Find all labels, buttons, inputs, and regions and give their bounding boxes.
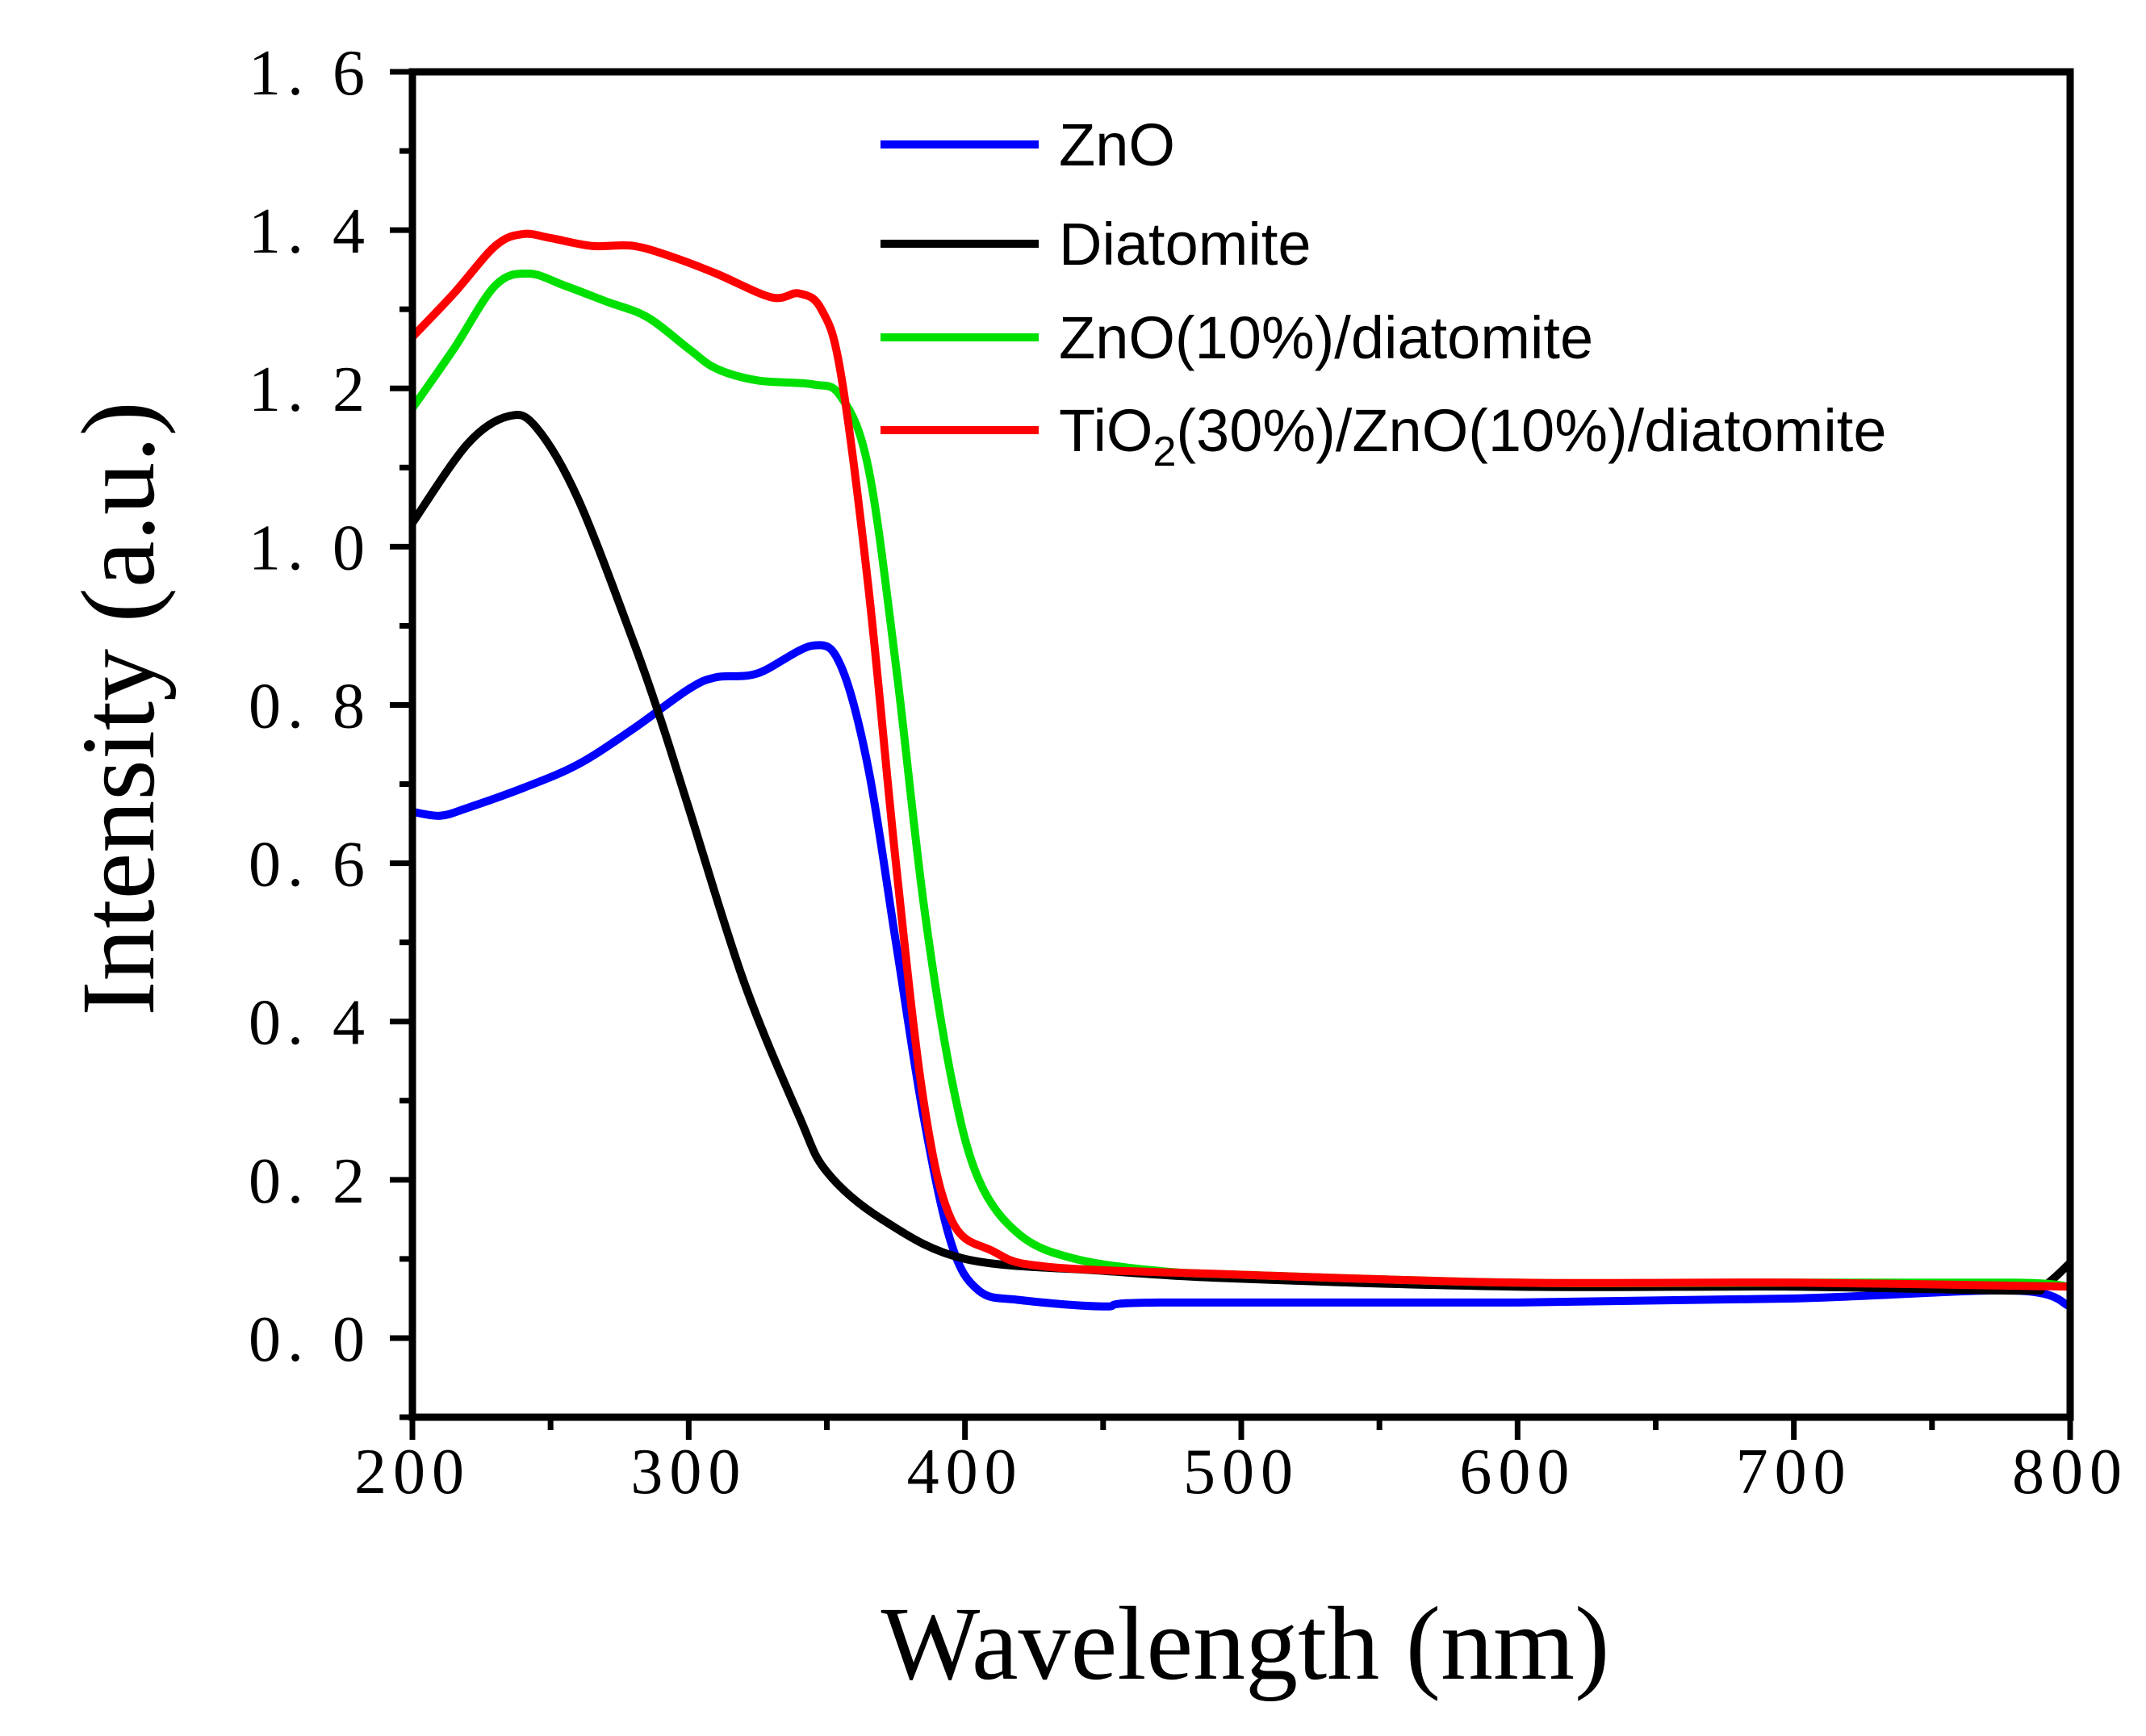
y-tick-label: 0. 0 [249, 1304, 371, 1375]
legend: ZnO Diatomite ZnO(10%)/diatomite TiO2(30%)/… [881, 111, 1886, 475]
x-tick-label: 600 [1459, 1437, 1575, 1508]
y-axis-title: Intensity (a.u.) [61, 401, 177, 1016]
series-lines [408, 229, 2073, 1311]
x-axis: 200 300 400 500 600 700 800 [354, 1417, 2128, 1508]
y-tick-label: 1. 2 [249, 354, 371, 425]
series-line-zno [412, 641, 2072, 1311]
legend-label: Diatomite [1059, 211, 1311, 278]
y-tick-label: 1. 0 [249, 512, 371, 584]
x-tick-label: 300 [630, 1437, 747, 1508]
y-tick-label: 0. 4 [249, 988, 371, 1059]
legend-label: TiO2(30%)/ZnO(10%)/diatomite [1059, 397, 1886, 475]
x-tick-label: 500 [1183, 1437, 1299, 1508]
legend-label: ZnO [1059, 111, 1175, 178]
x-tick-label: 700 [1736, 1437, 1852, 1508]
x-tick-label: 400 [907, 1437, 1023, 1508]
x-tick-label: 200 [354, 1437, 471, 1508]
legend-label: ZnO(10%)/diatomite [1059, 304, 1593, 371]
y-tick-label: 1. 6 [249, 38, 371, 109]
y-tick-label: 0. 2 [249, 1146, 371, 1217]
x-tick-label: 800 [2012, 1437, 2128, 1508]
series-line-tio2-30-zno-10-diatomite [409, 229, 2071, 1291]
y-tick-label: 1. 4 [249, 196, 371, 267]
series-line-diatomite [408, 411, 2073, 1295]
y-axis: 0. 0 0. 2 0. 4 0. 6 0. 8 1. 0 1. 2 1. 4 1. 6 [249, 38, 412, 1420]
y-tick-label: 0. 6 [249, 830, 371, 901]
x-axis-title: Wavelength (nm) [881, 1586, 1610, 1702]
y-tick-label: 0. 8 [249, 671, 371, 742]
